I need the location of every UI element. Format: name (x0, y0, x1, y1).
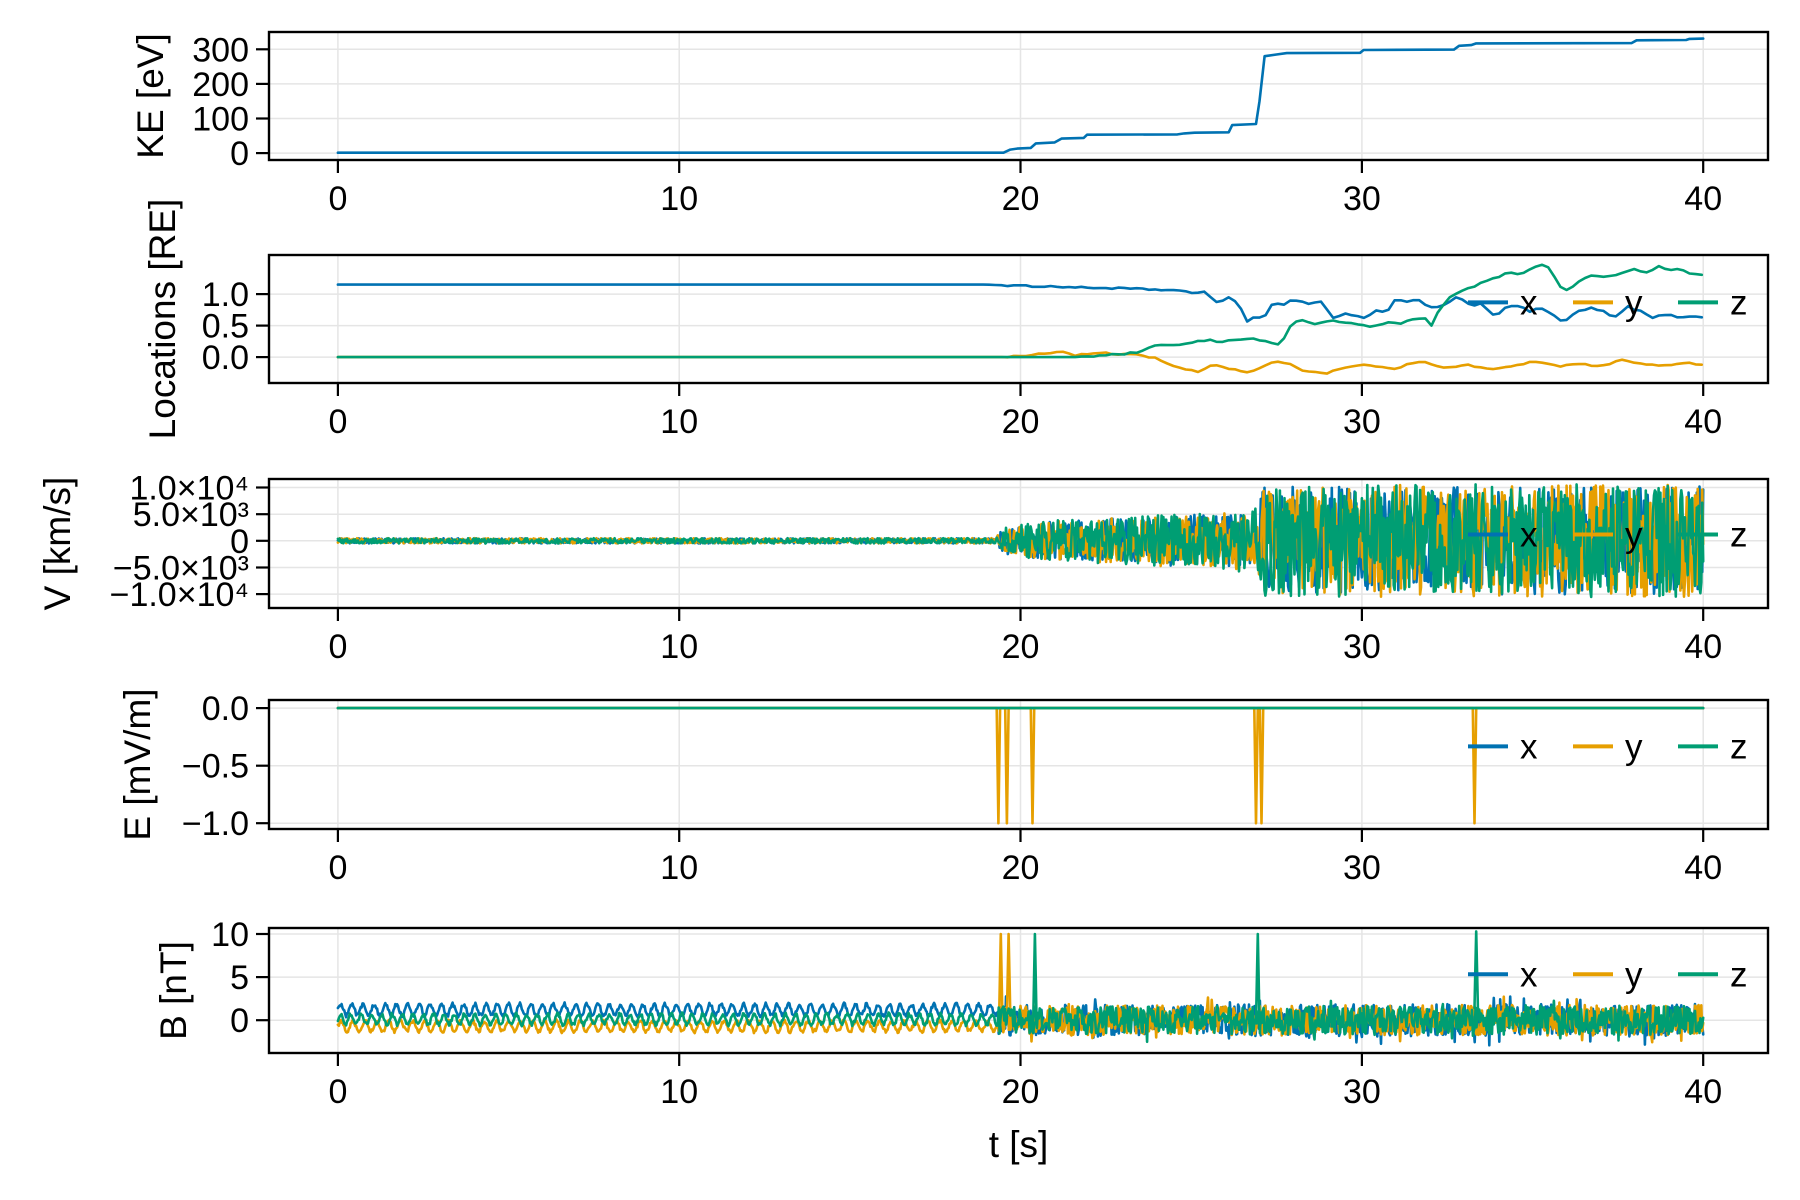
x-tick-label: 20 (1002, 403, 1040, 441)
legend: x y z (1468, 955, 1748, 994)
y-tick-label: 0 (230, 1002, 249, 1040)
y-tick-label: 1.0 (202, 276, 249, 314)
legend: x y z (1468, 516, 1748, 555)
y-tick-label: 100 (192, 101, 249, 139)
legend-label-y: y (1625, 283, 1643, 322)
y-tick-label: 200 (192, 66, 249, 104)
x-tick-label: 30 (1343, 403, 1381, 441)
x-tick-label: 30 (1343, 628, 1381, 666)
legend-label-x: x (1520, 283, 1538, 322)
x-tick-label: 30 (1343, 849, 1381, 887)
legend-label-z: z (1730, 283, 1748, 322)
x-tick-label: 30 (1343, 180, 1381, 218)
legend: x y z (1468, 727, 1748, 766)
panel-border (267, 477, 1770, 610)
y-tick-label: 0 (230, 135, 249, 173)
series-z-line (336, 483, 1705, 599)
legend-label-x: x (1520, 516, 1538, 555)
y-tick-label: 300 (192, 31, 249, 69)
series-group (336, 263, 1704, 375)
y-tick-label: −0.5 (182, 748, 249, 786)
legend-label-x: x (1520, 727, 1538, 766)
x-tick-label: 20 (1002, 849, 1040, 887)
y-tick-label: 0 (230, 523, 249, 561)
x-tick-label: 20 (1002, 628, 1040, 666)
x-tick-label: 0 (328, 403, 347, 441)
x-axis-label: t [s] (988, 1124, 1049, 1165)
legend-label-y: y (1625, 727, 1643, 766)
y-tick-label: −1.0×10⁴ (110, 576, 249, 614)
x-tick-label: 20 (1002, 180, 1040, 218)
series-group (336, 483, 1705, 599)
x-tick-label: 0 (328, 849, 347, 887)
y-tick-label: 0.0 (202, 339, 249, 377)
series-group (336, 930, 1705, 1047)
y-tick-label: −1.0 (182, 805, 249, 843)
panel-locations: 0.00.51.0 0 10 20 30 40 Locations [RE] x y z (142, 199, 1770, 441)
series-z-line (336, 263, 1704, 359)
series-x-line (336, 283, 1704, 323)
x-tick-label: 40 (1684, 180, 1722, 218)
x-tick-label: 40 (1684, 628, 1722, 666)
panel-border (267, 698, 1770, 831)
series-group (336, 706, 1705, 825)
x-tick-label: 40 (1684, 849, 1722, 887)
x-tick-label: 10 (660, 1073, 698, 1111)
y-tick-label: 10 (211, 916, 249, 954)
y-tick-label: 0.0 (202, 690, 249, 728)
legend-label-z: z (1730, 516, 1748, 555)
y-axis-label: V [km/s] (37, 477, 78, 611)
y-tick-label: −5.0×10³ (113, 550, 249, 588)
y-tick-label: 5.0×10³ (133, 496, 249, 534)
x-tick-label: 0 (328, 628, 347, 666)
y-tick-label: 0.5 (202, 308, 249, 346)
legend-label-y: y (1625, 955, 1643, 994)
x-tick-label: 10 (660, 628, 698, 666)
panel-border (267, 926, 1770, 1055)
x-tick-label: 40 (1684, 403, 1722, 441)
panel-border (267, 30, 1770, 162)
y-axis-label: B [nT] (153, 941, 194, 1040)
legend: x y z (1468, 283, 1748, 322)
legend-label-z: z (1730, 955, 1748, 994)
x-tick-label: 0 (328, 180, 347, 218)
y-axis-label: Locations [RE] (142, 199, 183, 440)
y-axis-label: KE [eV] (130, 33, 171, 158)
series-z-line (336, 930, 1705, 1044)
legend-label-z: z (1730, 727, 1748, 766)
panel-electric-field: 0.0 −0.5 −1.0 0 10 20 30 40 E [mV/m] x y z (117, 688, 1770, 887)
y-tick-label: 5 (230, 959, 249, 997)
x-tick-label: 20 (1002, 1073, 1040, 1111)
y-tick-label: 1.0×10⁴ (129, 470, 249, 508)
series-KE-line (336, 37, 1705, 154)
x-tick-label: 30 (1343, 1073, 1381, 1111)
legend-label-y: y (1625, 516, 1643, 555)
y-axis-label: E [mV/m] (117, 688, 158, 840)
x-tick-label: 10 (660, 403, 698, 441)
panel-magnetic-field: 0 5 10 0 10 20 30 40 B [nT] x y z (153, 916, 1770, 1111)
x-tick-label: 10 (660, 180, 698, 218)
x-tick-label: 40 (1684, 1073, 1722, 1111)
x-tick-label: 10 (660, 849, 698, 887)
panel-border (267, 253, 1770, 385)
x-tick-label: 0 (328, 1073, 347, 1111)
legend-label-x: x (1520, 955, 1538, 994)
series-group (336, 37, 1705, 154)
